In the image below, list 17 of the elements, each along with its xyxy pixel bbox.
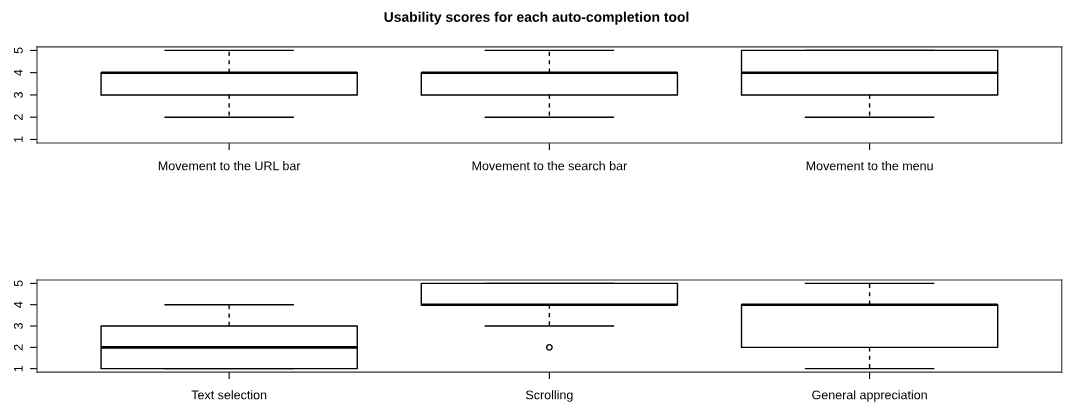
x-tick-label: Text selection <box>191 390 267 400</box>
x-tick-label: Movement to the menu <box>806 161 933 171</box>
y-tick-label: 5 <box>14 280 23 287</box>
x-tick-label: Scrolling <box>525 390 573 402</box>
y-tick-label: 1 <box>14 365 23 372</box>
chart-title: Usability scores for each auto-completion tool <box>384 11 689 25</box>
y-tick-label: 3 <box>13 323 23 330</box>
y-tick-label: 2 <box>13 114 23 121</box>
x-tick-label: Movement to the URL bar <box>158 161 301 171</box>
x-tick-label: General appreciation <box>812 390 927 402</box>
y-tick-label: 5 <box>14 47 23 54</box>
x-tick-label: Movement to the search bar <box>472 161 627 171</box>
y-tick-label: 2 <box>13 344 23 351</box>
y-tick-label: 4 <box>14 301 23 308</box>
y-tick-label: 3 <box>13 92 23 98</box>
y-tick-label: 4 <box>14 69 23 76</box>
y-tick-label: 1 <box>14 136 23 142</box>
